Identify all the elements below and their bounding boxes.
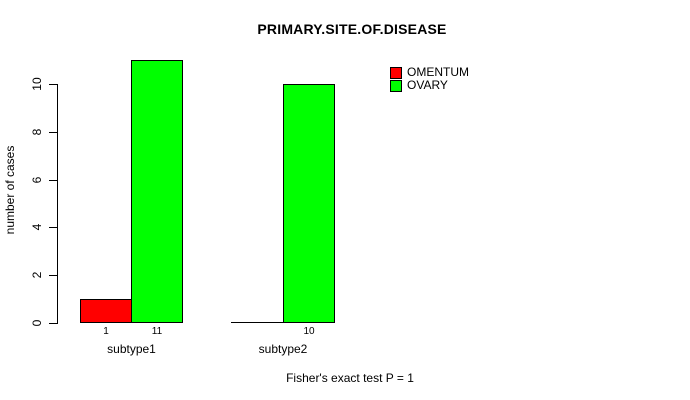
y-axis-tick-8 [49,132,57,133]
legend-item-omentum: OMENTUM [390,66,469,79]
bar-omentum-subtype1 [80,299,132,323]
y-axis-tick-10 [49,84,57,85]
y-axis-tick-0 [49,323,57,324]
y-axis-line [57,84,58,324]
y-axis-tick-2 [49,275,57,276]
y-axis-tick-label-0: 0 [30,319,44,327]
y-axis-tick-label-2: 2 [30,271,44,279]
y-axis-tick-label-4: 4 [30,223,44,231]
chart-title: PRIMARY.SITE.OF.DISEASE [257,21,447,37]
bar-value-label-ovary-subtype1: 11 [151,326,163,337]
bar-value-label-ovary-subtype2: 10 [303,326,315,337]
y-axis-tick-4 [49,227,57,228]
legend-label-ovary: OVARY [407,78,448,92]
bar-ovary-subtype1 [131,60,183,323]
legend: OMENTUM OVARY [390,66,469,92]
legend-swatch-omentum [390,66,402,79]
y-axis-tick-label-6: 6 [30,176,44,184]
y-axis-tick-label-10: 10 [30,77,44,91]
y-axis-tick-label-8: 8 [30,128,44,136]
legend-label-omentum: OMENTUM [407,65,469,79]
x-category-label-subtype2: subtype2 [258,342,308,356]
bar-value-label-omentum-subtype1: 1 [103,326,109,337]
x-category-label-subtype1: subtype1 [107,342,156,356]
y-axis-label: number of cases [3,145,17,235]
y-axis-tick-6 [49,180,57,181]
bar-ovary-subtype2 [283,84,335,323]
legend-item-ovary: OVARY [390,79,469,92]
bar-omentum-subtype2 [231,322,283,323]
annotation-text: Fisher's exact test P = 1 [286,371,414,385]
legend-swatch-ovary [390,79,402,92]
